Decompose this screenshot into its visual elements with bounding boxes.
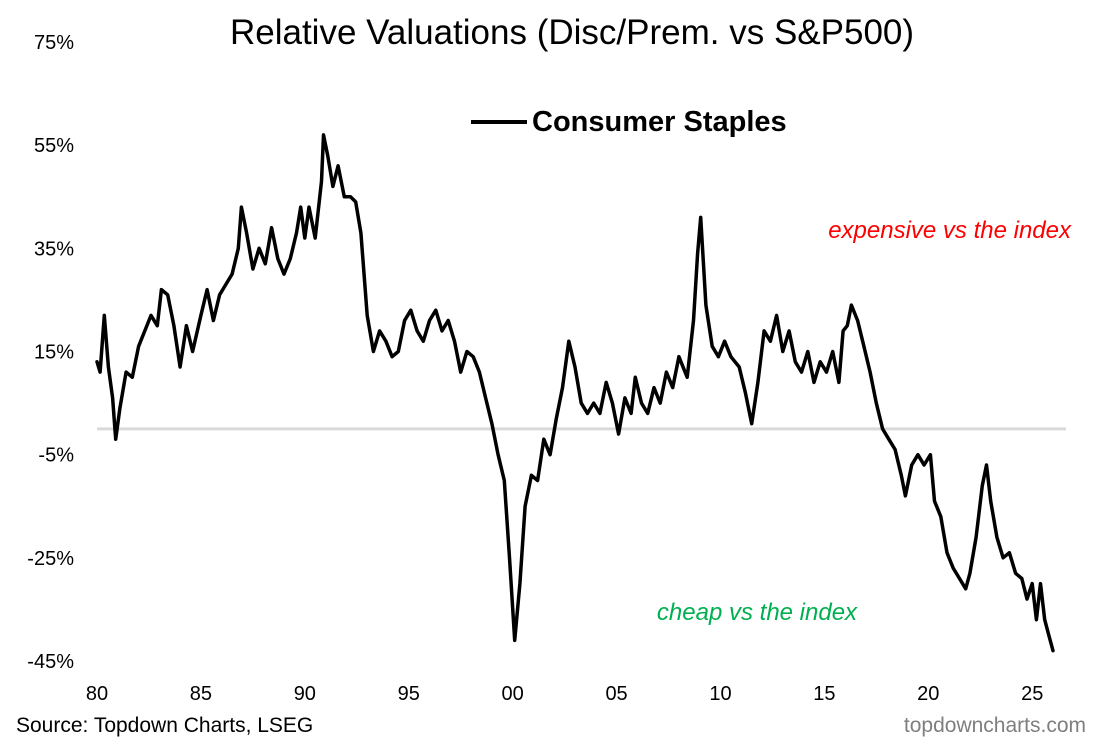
y-axis: 75% 55% 35% 15% -5% -25% -45% [27, 32, 74, 673]
chart-title: Relative Valuations (Disc/Prem. vs S&P50… [230, 13, 914, 52]
x-tick-label: 25 [1021, 683, 1043, 705]
x-tick-label: 10 [709, 683, 731, 705]
y-tick-label: 55% [34, 135, 74, 157]
annotation-expensive: expensive vs the index [828, 217, 1072, 244]
legend: Consumer Staples [471, 106, 787, 138]
x-tick-label: 20 [917, 683, 939, 705]
x-tick-label: 00 [502, 683, 524, 705]
x-tick-label: 95 [398, 683, 420, 705]
annotation-cheap: cheap vs the index [657, 599, 858, 626]
y-tick-label: -45% [27, 651, 74, 673]
consumer-staples-line [95, 133, 1055, 653]
y-tick-label: 15% [34, 342, 74, 364]
y-tick-label: 75% [34, 32, 74, 54]
source-note: Source: Topdown Charts, LSEG [16, 714, 313, 737]
brand-watermark: topdowncharts.com [904, 714, 1086, 737]
y-tick-label: -5% [38, 445, 74, 467]
y-tick-label: 35% [34, 238, 74, 260]
legend-label: Consumer Staples [532, 106, 787, 138]
x-tick-label: 90 [294, 683, 316, 705]
y-tick-label: -25% [27, 548, 74, 570]
x-axis: 80 85 90 95 00 05 10 15 20 25 [86, 683, 1043, 705]
x-tick-label: 85 [190, 683, 212, 705]
x-tick-label: 15 [813, 683, 835, 705]
x-tick-label: 80 [86, 683, 108, 705]
x-tick-label: 05 [605, 683, 627, 705]
